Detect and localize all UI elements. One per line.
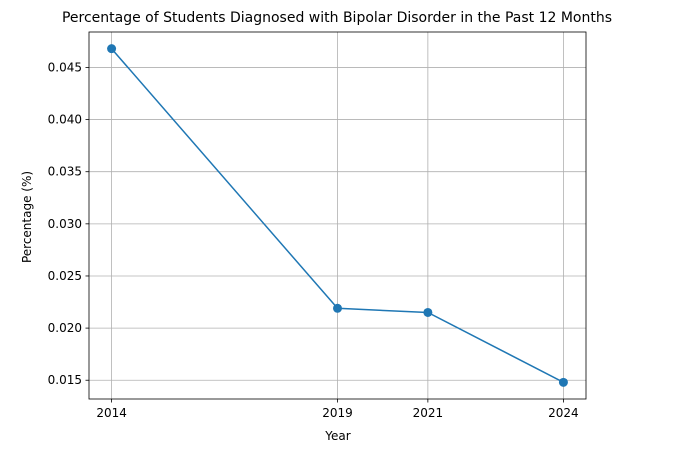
data-series [107,44,568,387]
y-tick-label: 0.035 [48,165,82,179]
x-tick-label: 2019 [322,406,353,420]
data-point [333,303,342,313]
x-tick-label: 2024 [548,406,579,420]
x-axis: 2014 2019 2021 2024 [96,399,579,420]
series-line [111,48,564,383]
y-tick-label: 0.015 [48,373,82,387]
x-axis-label: Year [324,429,350,443]
data-point [107,44,117,54]
y-axis-label: Percentage (%) [20,171,34,263]
chart-title: Percentage of Students Diagnosed with Bi… [62,10,612,26]
y-tick-label: 0.040 [48,113,82,127]
x-tick-label: 2014 [96,406,127,420]
y-tick-label: 0.025 [48,269,82,283]
y-axis: 0.015 0.020 0.025 0.030 0.035 0.040 0.045 [48,60,89,387]
y-tick-label: 0.045 [48,60,82,74]
data-point [423,307,433,317]
grid-lines [89,32,586,399]
x-tick-label: 2021 [413,406,444,420]
y-tick-label: 0.030 [48,217,82,231]
y-tick-label: 0.020 [48,321,82,335]
data-point [558,377,568,387]
